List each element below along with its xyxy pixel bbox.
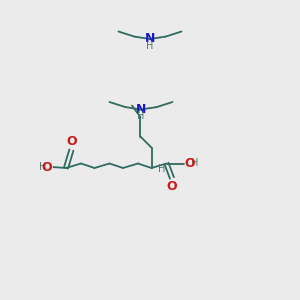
Text: H: H (146, 40, 154, 51)
Text: O: O (167, 180, 177, 193)
Text: O: O (42, 160, 52, 174)
Text: N: N (145, 32, 155, 46)
Text: O: O (185, 157, 195, 170)
Text: H: H (158, 164, 166, 174)
Text: H: H (137, 111, 145, 122)
Text: O: O (66, 135, 77, 148)
Text: N: N (136, 103, 146, 116)
Text: H: H (191, 158, 198, 169)
Text: H: H (39, 162, 46, 172)
